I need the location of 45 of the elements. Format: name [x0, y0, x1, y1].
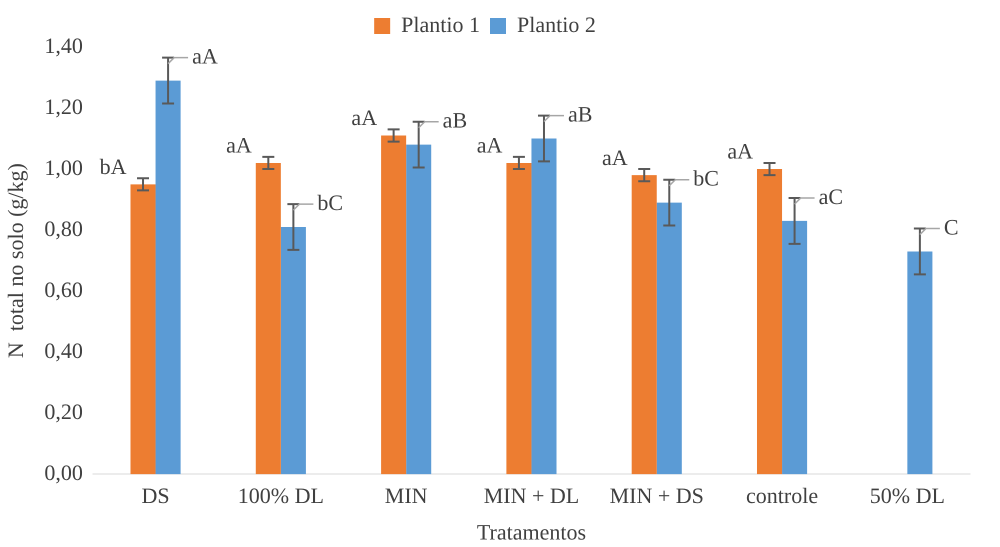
bar: [280, 227, 306, 474]
bar: [381, 135, 406, 474]
x-axis-title: Tratamentos: [476, 520, 586, 545]
x-tick-label: DS: [141, 483, 170, 508]
x-tick-label: MIN + DS: [610, 483, 704, 508]
annotation: aB: [442, 108, 468, 133]
annotation: bC: [317, 190, 344, 215]
y-tick-label: 1,00: [44, 154, 83, 180]
legend-label: Plantio 1: [401, 12, 480, 37]
bar: [506, 162, 532, 474]
y-tick-label: 0,80: [44, 216, 83, 241]
annotation: aA: [226, 132, 252, 158]
bar: [130, 184, 156, 474]
annotation: aA: [727, 138, 754, 164]
legend-label: Plantio 2: [517, 12, 596, 37]
y-tick-label: 0,40: [44, 338, 83, 363]
bar: [632, 175, 657, 474]
annotation: aB: [568, 101, 592, 126]
bar: [907, 251, 932, 474]
x-tick-label: 100% DL: [238, 483, 324, 508]
y-tick-label: 0,00: [44, 460, 83, 485]
x-tick-label: 50% DL: [870, 483, 945, 508]
annotation: aC: [818, 184, 844, 209]
bar: [531, 138, 557, 474]
annotation: aA: [192, 43, 218, 68]
y-tick-label: 1,40: [44, 32, 83, 58]
bar: [756, 169, 782, 474]
bar: [256, 162, 281, 474]
annotation: aA: [602, 144, 628, 170]
annotation: bC: [693, 166, 719, 191]
y-tick-label: 0,20: [44, 398, 83, 424]
x-tick-label: MIN: [384, 483, 428, 508]
x-tick-label: MIN + DL: [484, 483, 580, 508]
annotation: bA: [100, 154, 127, 179]
y-axis-title: N total no solo (g/kg): [2, 163, 28, 358]
annotation: aA: [476, 132, 502, 158]
x-tick-label: controle: [746, 483, 818, 508]
bar: [156, 80, 181, 474]
y-tick-label: 1,20: [44, 94, 83, 119]
bar: [782, 220, 808, 474]
bar: [656, 202, 682, 474]
bar: [406, 144, 432, 474]
annotation: aA: [351, 105, 378, 130]
y-tick-label: 0,60: [44, 276, 83, 302]
annotation: C: [944, 214, 959, 240]
